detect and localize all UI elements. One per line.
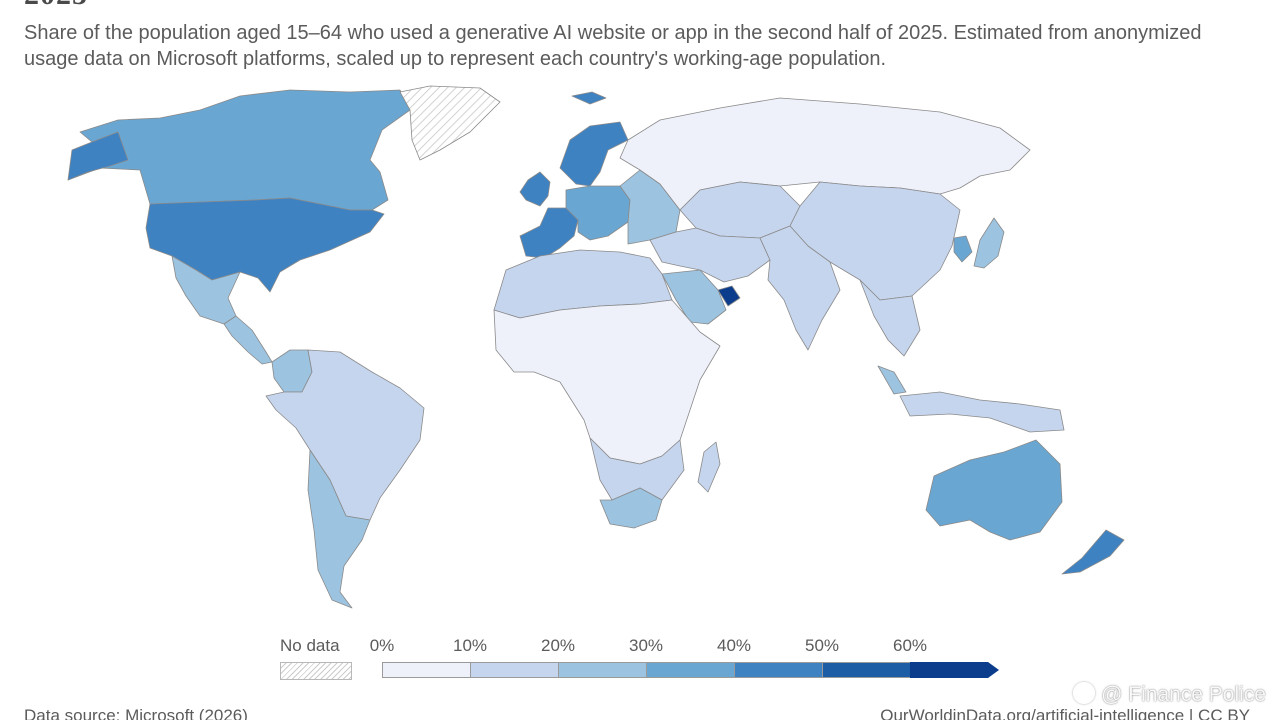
region-alaska[interactable] xyxy=(67,131,129,181)
legend-tick-label: 50% xyxy=(804,636,840,655)
legend-bin xyxy=(646,662,735,678)
watermark: @ Finance Police xyxy=(1073,682,1266,707)
region-uk-ireland[interactable] xyxy=(519,171,551,207)
region-uae[interactable] xyxy=(717,285,741,307)
region-argentina-chile[interactable] xyxy=(307,449,371,609)
legend-bin xyxy=(470,662,559,678)
chart-subtitle: Share of the population aged 15–64 who u… xyxy=(24,22,1202,70)
region-nordics[interactable] xyxy=(559,121,629,187)
region-svalbard[interactable] xyxy=(571,91,607,105)
legend: No data 0% 10% 20% 30% 40% 50% 60% xyxy=(270,632,1010,688)
chart-title-fragment: 2025 xyxy=(24,0,88,12)
region-australia[interactable] xyxy=(925,439,1063,541)
region-southern-africa[interactable] xyxy=(589,437,685,501)
region-korea[interactable] xyxy=(953,235,973,263)
region-middle-east[interactable] xyxy=(649,227,771,283)
legend-tick-label: 20% xyxy=(540,636,576,655)
watermark-logo-icon xyxy=(1073,682,1096,704)
region-indonesia[interactable] xyxy=(899,391,1065,433)
region-central-europe[interactable] xyxy=(565,185,631,241)
license-note[interactable]: OurWorldinData.org/artificial-intelligen… xyxy=(880,706,1250,720)
legend-tick-label: 60% xyxy=(892,636,928,655)
legend-tick-label: 30% xyxy=(628,636,664,655)
region-saudi-arabia[interactable] xyxy=(661,269,727,325)
legend-tick-label: 40% xyxy=(716,636,752,655)
watermark-text: @ Finance Police xyxy=(1101,683,1266,706)
legend-bin xyxy=(382,662,471,678)
legend-tick-label: 0% xyxy=(369,636,395,655)
region-madagascar[interactable] xyxy=(697,441,721,493)
region-sub-saharan-africa[interactable] xyxy=(493,299,721,465)
legend-bin-arrow xyxy=(910,662,999,678)
legend-bin-open-end xyxy=(910,662,999,678)
region-malaysia[interactable] xyxy=(877,365,907,395)
legend-bin xyxy=(734,662,823,678)
region-india[interactable] xyxy=(759,225,841,351)
legend-bin xyxy=(822,662,911,678)
region-japan[interactable] xyxy=(973,217,1005,269)
region-central-america[interactable] xyxy=(223,315,273,365)
legend-bin xyxy=(558,662,647,678)
region-new-zealand[interactable] xyxy=(1061,529,1125,575)
region-iberia-france[interactable] xyxy=(519,207,579,259)
region-greenland xyxy=(399,85,501,161)
legend-no-data-label: No data xyxy=(280,636,340,655)
data-source-note: Data source: Microsoft (2026) xyxy=(24,706,248,720)
world-map xyxy=(67,85,1125,609)
region-south-africa[interactable] xyxy=(599,487,663,529)
legend-no-data-swatch xyxy=(280,662,352,680)
legend-tick-label: 10% xyxy=(452,636,488,655)
region-southeast-asia[interactable] xyxy=(859,279,921,357)
